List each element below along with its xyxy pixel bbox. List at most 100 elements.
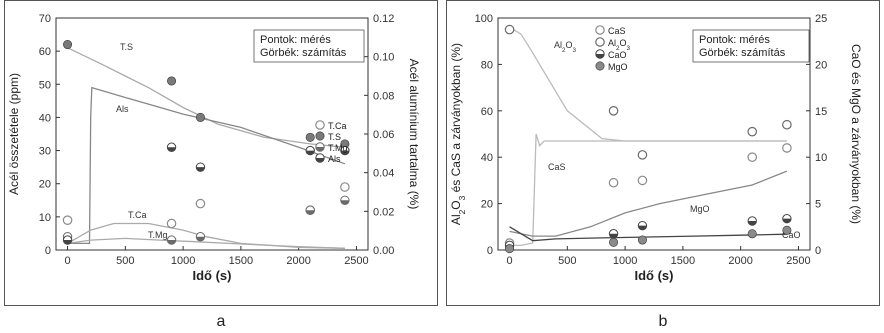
panel-a-point-tmg-4-fill <box>340 200 350 205</box>
panel-b-curve-label-cao: CaO <box>782 230 801 240</box>
panel-b-note-line-0: Pontok: mérés <box>699 34 770 46</box>
panel-a-point-tca-2 <box>195 198 206 209</box>
panel-a-y2tick-label-0: 0.00 <box>373 245 394 257</box>
panel-a-legend-label-tca: T.Ca <box>328 121 347 131</box>
panel-a-xtick-label-5: 2500 <box>344 255 368 267</box>
panel-a-point-tca-0 <box>62 215 73 225</box>
panel-a-point-als-4 <box>340 145 350 156</box>
panel-a-note-box <box>253 29 365 63</box>
panel-b-curve-label-cas: CaS <box>548 162 566 172</box>
panel-b-y2tick-label-3: 15 <box>815 106 827 118</box>
panel-b-plot-area <box>497 17 811 251</box>
panel-b-xtick-label-1: 500 <box>558 255 576 267</box>
panel-a-point-als-0 <box>62 235 73 245</box>
panel-b-point-mgo-2 <box>637 235 647 245</box>
panel-a-ytick-label-3: 30 <box>39 146 51 158</box>
panel-a-legend-marker-ts <box>315 131 325 141</box>
panel-a-curve-als <box>67 86 346 245</box>
panel-a-legend-label-ts: T.S <box>328 132 341 142</box>
panel-b-legend-marker-cao <box>595 49 605 59</box>
panel-b-ytick-label-3: 60 <box>481 106 493 118</box>
panel-a-point-tmg-2-fill <box>196 236 205 241</box>
panel-a-point-tmg-3 <box>305 205 315 215</box>
panel-a-ylabel: Acél összetétele (ppm) <box>7 73 21 195</box>
panel-a-note-line-0: Pontok: mérés <box>260 34 331 46</box>
panel-a-ytick-label-4: 40 <box>39 112 51 124</box>
panel-b-curve-label-al2o3: Al2O3 <box>554 40 577 54</box>
panel-a-legend-label-als: Als <box>328 154 341 164</box>
panel-a-ytick-label-5: 50 <box>39 79 51 91</box>
panel-b-point-cao-2 <box>637 220 648 231</box>
panel-b-caption: b <box>659 313 668 330</box>
panel-a-ytick-label-6: 60 <box>39 46 51 58</box>
panel-a-curve-ts <box>67 47 345 148</box>
panel-a-point-tca-4 <box>340 182 350 192</box>
panel-b-y2tick-label-5: 25 <box>815 13 827 25</box>
panel-b-point-cao-1 <box>608 229 619 239</box>
panel-a-xtick-label-2: 1000 <box>171 255 195 267</box>
panel-b-point-mgo-0 <box>505 244 515 254</box>
panel-b-point-mgo-4 <box>782 225 792 235</box>
panel-b-point-cas-2 <box>637 175 648 186</box>
panel-a-xtick-label-1: 500 <box>116 255 134 267</box>
panel-a-y2tick-label-3: 0.06 <box>373 129 394 141</box>
panel-a-curve-label-als: Als <box>116 104 129 114</box>
panel-b-ytick-label-1: 20 <box>481 199 493 211</box>
panel-b-legend-marker-cas <box>595 25 605 35</box>
panel-a-point-als-1-fill <box>167 147 176 152</box>
panel-a-point-ts-2 <box>195 112 205 122</box>
panel-a-note-line-1: Görbék: számítás <box>260 47 347 59</box>
panel-b-ytick-label-2: 40 <box>481 152 493 164</box>
panel-a-curve-label-tmg: T.Mg <box>148 230 168 240</box>
panel-a-curve-label-tca: T.Ca <box>128 210 147 220</box>
panel-b-xtick-label-5: 2500 <box>786 255 810 267</box>
panel-b-xtick-label-0: 0 <box>506 255 512 267</box>
panel-a-ytick-label-7: 70 <box>39 13 51 25</box>
panel-b-ytick-label-4: 80 <box>481 59 493 71</box>
panel-a-point-ts-1 <box>167 76 177 86</box>
panel-a-xtick-label-0: 0 <box>64 255 70 267</box>
panel-b-point-cao-3 <box>747 216 757 226</box>
panel-b: 0 500 1000 1500 2000 250002040608010005101520… <box>449 13 863 330</box>
panel-a-curve-label-ts: T.S <box>120 42 133 52</box>
panel-a-y2tick-label-5: 0.10 <box>373 52 394 64</box>
panel-a-xtick-label-3: 1500 <box>229 255 253 267</box>
panel-a-y2tick-label-2: 0.04 <box>373 168 394 180</box>
panel-b-note-box <box>692 29 810 63</box>
panel-a-xtick-label-4: 2000 <box>286 255 310 267</box>
panel-a-point-als-0-fill <box>63 240 72 245</box>
panel-a-y2label: Acél alumínium tartalma (%) <box>407 59 421 210</box>
panel-a-legend-marker-als <box>315 153 325 163</box>
panel-a-point-tmg-3-fill <box>306 210 315 215</box>
panel-b-legend-label-mgo: MgO <box>608 62 628 72</box>
panel-b-curve-cas <box>509 133 787 247</box>
panel-a-point-tmg-1-fill <box>167 240 176 245</box>
panel-a-caption: a <box>217 313 226 330</box>
panel-b-legend-marker-al2o3 <box>595 37 605 47</box>
panel-b-xlabel: Idő (s) <box>635 268 674 283</box>
panel-a-point-tmg-4 <box>340 195 350 205</box>
panel-b-point-al2o3-2 <box>637 150 648 160</box>
panel-a-point-als-3 <box>305 145 315 156</box>
panel-a-point-tmg-1 <box>166 235 177 245</box>
panel-a-point-als-3-fill <box>306 150 315 155</box>
panel-b-note-line-1: Görbék: számítás <box>699 47 786 59</box>
panel-b-point-cao-4-fill <box>782 218 792 223</box>
panel-b-point-mgo-3 <box>747 229 757 239</box>
panel-b-xtick-label-3: 1500 <box>671 255 695 267</box>
panel-b-ytick-label-0: 0 <box>487 245 493 257</box>
panel-a-point-ts-0 <box>63 40 73 50</box>
panel-b-xtick-label-4: 2000 <box>728 255 752 267</box>
panel-b-xtick-label-2: 1000 <box>613 255 637 267</box>
panel-a-legend-marker-tmg-fill <box>315 147 325 152</box>
panel-b-curve-cao <box>509 226 787 242</box>
panel-b-legend-label-cao: CaO <box>608 50 627 60</box>
panel-a-point-als-4-fill <box>340 150 350 155</box>
panel-a-ytick-label-1: 10 <box>39 212 51 224</box>
panel-b-y2tick-label-4: 20 <box>815 59 827 71</box>
panel-a-legend-marker-als-fill <box>315 158 325 163</box>
panel-a-legend-marker-tmg <box>315 142 325 152</box>
panel-b-point-al2o3-1 <box>608 106 619 116</box>
panel-b-curve-label-mgo: MgO <box>690 204 710 214</box>
